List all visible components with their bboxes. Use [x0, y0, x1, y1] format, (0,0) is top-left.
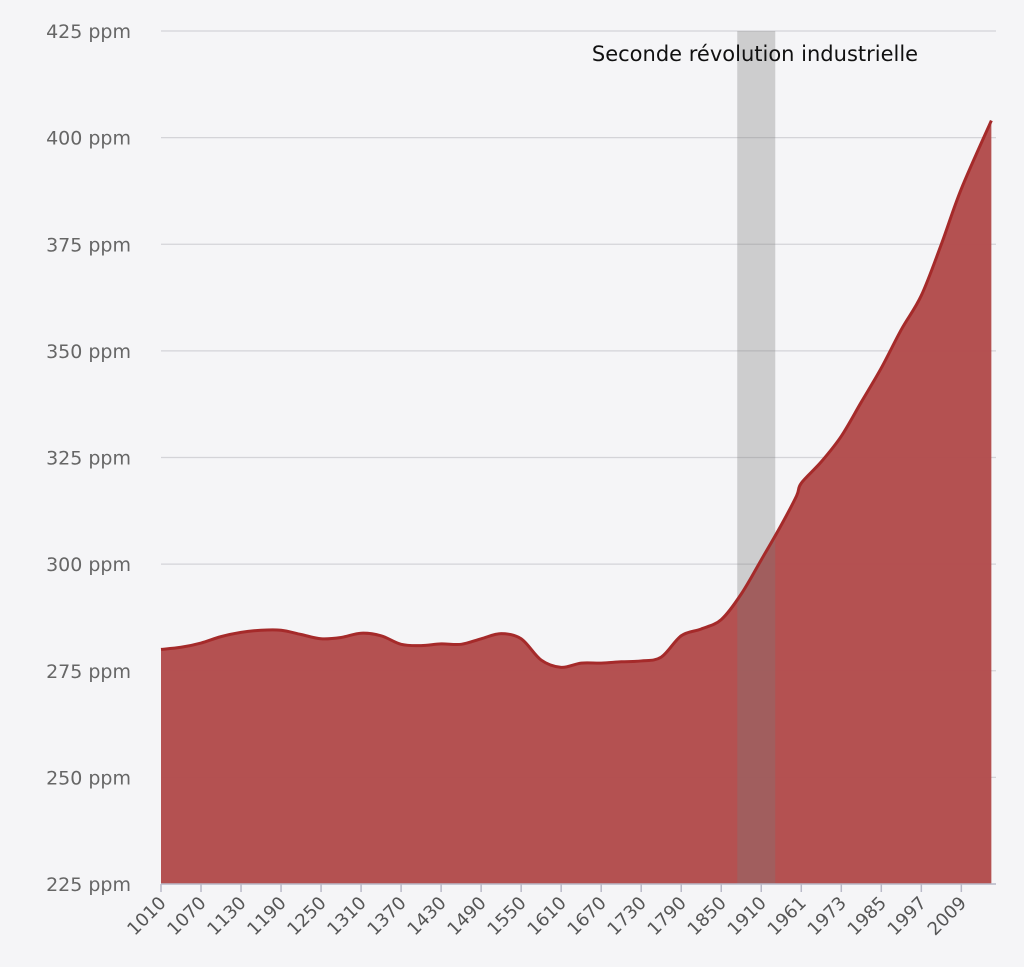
- x-axis: 1010107011301190125013101370143014901550…: [123, 883, 996, 940]
- x-tick-label: 1310: [323, 893, 370, 940]
- x-tick-label: 1730: [604, 893, 651, 940]
- x-tick-label: 1250: [283, 893, 330, 940]
- y-tick-label: 225 ppm: [46, 874, 131, 896]
- y-tick-label: 400 ppm: [46, 128, 131, 150]
- annotation-band: [737, 31, 776, 884]
- annotation-band-layer: [160, 31, 993, 884]
- series-line: [160, 119, 993, 669]
- y-tick-label: 425 ppm: [46, 21, 131, 43]
- y-tick-label: 350 ppm: [46, 341, 131, 363]
- x-tick-label: 1430: [403, 893, 450, 940]
- x-tick-label: 1670: [563, 893, 610, 940]
- x-tick-label: 1070: [163, 893, 210, 940]
- x-tick-label: 1130: [203, 893, 250, 940]
- y-axis: 225 ppm 250 ppm 275 ppm 300 ppm 325 ppm 350 p…: [46, 21, 131, 896]
- y-tick-label: 375 ppm: [46, 234, 131, 256]
- x-tick-label: 1010: [123, 893, 170, 940]
- x-tick-label: 1961: [764, 893, 811, 940]
- x-tick-label: 1973: [804, 893, 851, 940]
- x-tick-label: 1910: [724, 893, 771, 940]
- y-tick-label: 250 ppm: [46, 767, 131, 789]
- x-tick-label: 1490: [443, 893, 490, 940]
- x-tick-label: 1790: [644, 893, 691, 940]
- x-tick-label: 1850: [684, 893, 731, 940]
- y-tick-label: 325 ppm: [46, 448, 131, 470]
- data-area-layer: [161, 120, 992, 884]
- y-tick-label: 300 ppm: [46, 554, 131, 576]
- annotation-label: Seconde révolution industrielle: [592, 42, 918, 66]
- x-tick-label: 2009: [924, 893, 971, 940]
- y-tick-label: 275 ppm: [46, 661, 131, 683]
- x-tick-label: 1610: [523, 893, 570, 940]
- x-tick-label: 1550: [483, 893, 530, 940]
- x-tick-label: 1370: [363, 893, 410, 940]
- x-tick-label: 1997: [884, 893, 931, 940]
- series-area: [161, 120, 992, 884]
- x-tick-label: 1985: [844, 893, 891, 940]
- x-tick-label: 1190: [243, 893, 290, 940]
